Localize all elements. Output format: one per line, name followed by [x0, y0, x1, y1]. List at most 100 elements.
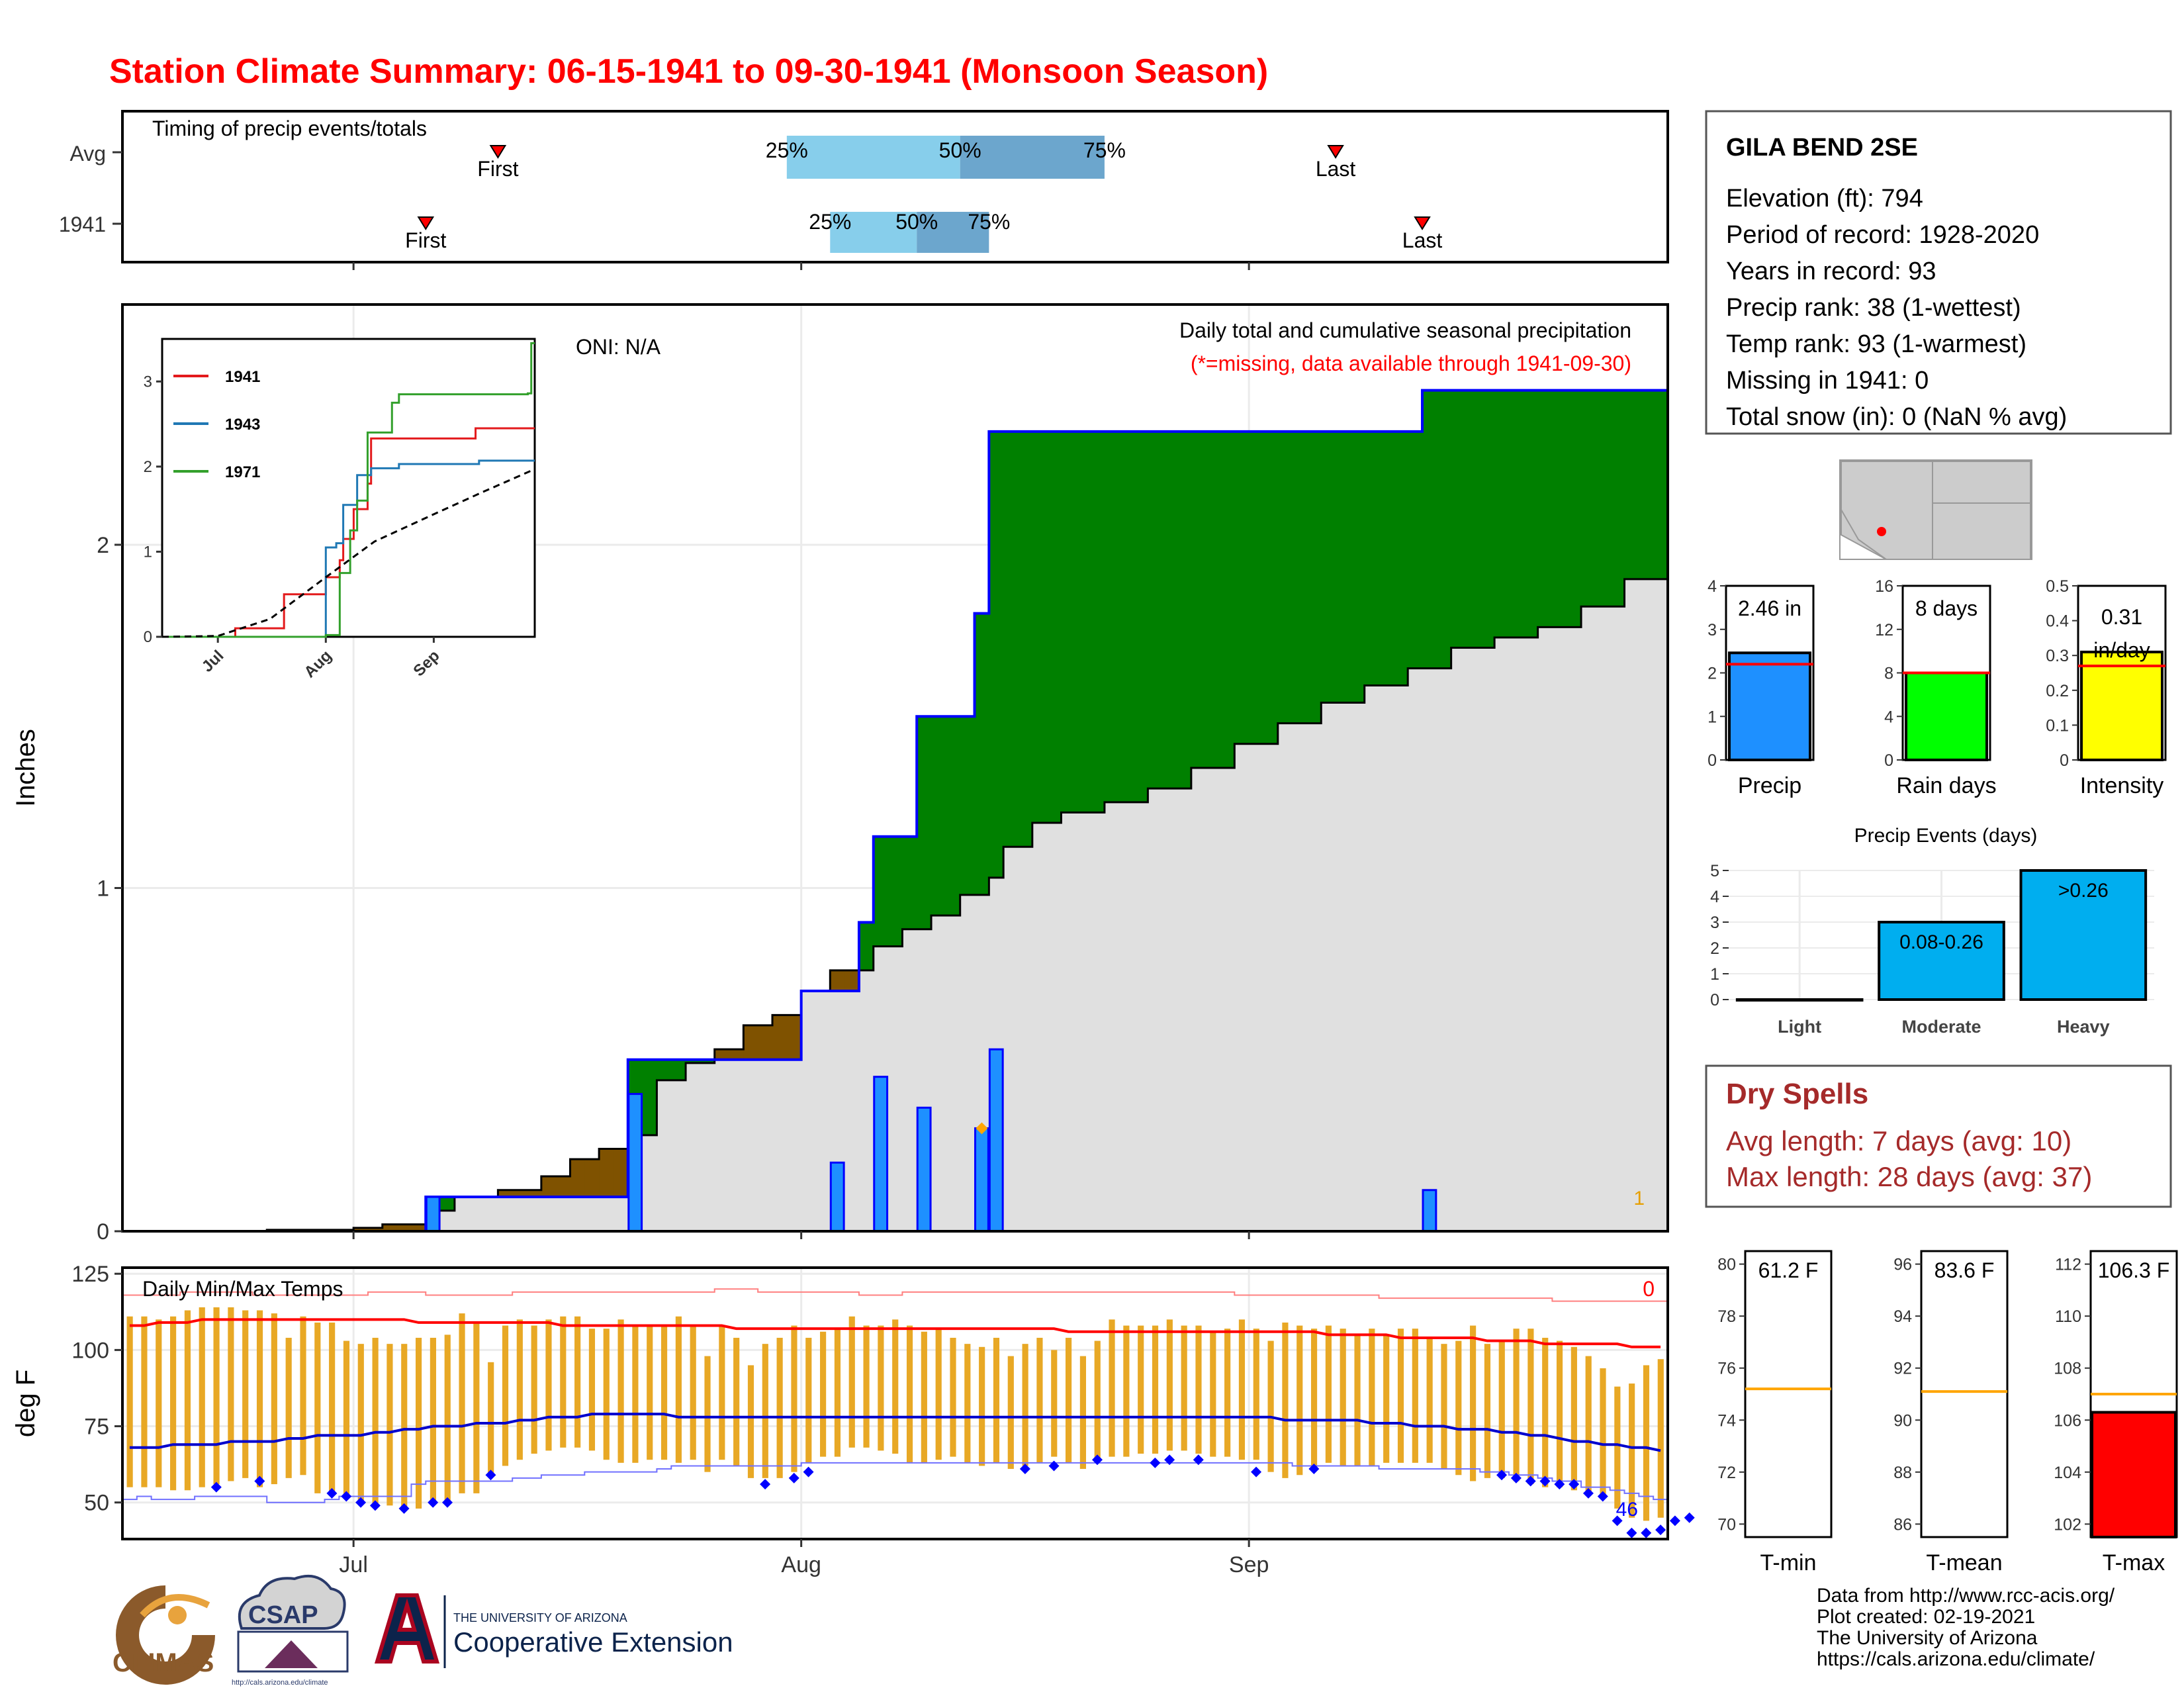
summary-y-tick-label: 0	[2060, 751, 2069, 770]
footer-line: The University of Arizona	[1817, 1627, 2038, 1649]
inset-y-tick-label: 2	[144, 458, 152, 476]
below-normal-min-marker	[1684, 1512, 1695, 1523]
below-normal-min-marker	[1612, 1515, 1623, 1526]
footer-line: Data from http://www.rcc-acis.org/	[1817, 1585, 2115, 1607]
inset-y-tick-label: 0	[144, 628, 152, 646]
above-average-area	[1263, 431, 1279, 744]
station-info-frame	[1705, 110, 2172, 435]
summary-value-bar	[2080, 650, 2163, 761]
x-tick-label: Aug	[781, 1552, 821, 1577]
date-x-axis: Jul Aug Sep	[339, 262, 1269, 1577]
avg-cumulative-fill	[1104, 802, 1120, 1231]
station-line: Period of record: 1928-2020	[1726, 221, 2039, 249]
inset-series-line	[162, 342, 535, 638]
below-normal-min-marker	[1525, 1476, 1536, 1487]
avg-cumulative-fill	[1292, 723, 1308, 1231]
below-average-area	[599, 1149, 614, 1197]
timing-p25-label: 25%	[809, 210, 851, 234]
timing-p75-label: 75%	[1083, 138, 1126, 162]
temp-plot	[122, 1288, 1695, 1538]
avg-cumulative-fill	[1234, 743, 1250, 1231]
summary-y-tick-label: 2	[1707, 665, 1717, 683]
avg-cumulative-fill	[671, 1080, 686, 1231]
timing-first-marker	[417, 216, 435, 230]
temp-summary-y-tick-label: 70	[1717, 1515, 1736, 1534]
above-average-area	[1277, 431, 1293, 724]
daily-temp-range-bar	[964, 1344, 971, 1463]
avg-cumulative-fill	[469, 1197, 484, 1231]
above-average-area	[1104, 431, 1120, 802]
events-bar-label: >0.26	[2058, 880, 2109, 902]
below-normal-min-marker	[1597, 1491, 1608, 1502]
below-normal-min-marker	[428, 1497, 439, 1508]
daily-temp-range-bar	[545, 1319, 552, 1451]
above-average-area	[1624, 390, 1639, 579]
events-category-label: Heavy	[2057, 1017, 2110, 1037]
daily-temp-range-bar	[588, 1329, 596, 1451]
daily-precip-bar	[974, 1127, 989, 1233]
temp-summary-value-label: 61.2 F	[1758, 1258, 1819, 1282]
daily-precip-bar	[873, 1076, 889, 1233]
summary-y-tick-label: 12	[1875, 621, 1893, 639]
daily-temp-range-bar	[1600, 1368, 1606, 1497]
daily-temp-range-bar	[1542, 1337, 1549, 1487]
csap-cloud-icon	[238, 1574, 346, 1630]
avg-cumulative-fill	[743, 1059, 758, 1231]
daily-temp-range-bar	[1426, 1337, 1433, 1463]
avg-cumulative-fill	[1263, 743, 1279, 1231]
daily-temp-range-bar	[834, 1329, 841, 1457]
timing-last-marker	[1414, 216, 1431, 230]
below-average-area	[396, 1224, 412, 1231]
above-average-area	[1220, 431, 1235, 768]
temp-panel: Daily Min/Max Temps 0 46 deg F 50 75 100 12…	[11, 1262, 1695, 1540]
avg-cumulative-fill	[541, 1197, 557, 1231]
daily-temp-range-bar	[1556, 1340, 1563, 1487]
avg-cumulative-fill	[1364, 685, 1380, 1231]
below-normal-min-marker	[1669, 1515, 1680, 1526]
below-normal-min-marker	[485, 1470, 496, 1481]
daily-temp-range-bar	[1007, 1356, 1014, 1470]
csap-logo-text: CSAP	[248, 1601, 318, 1629]
daily-precip-bar	[425, 1196, 441, 1233]
summary-panel-label: Rain days	[1896, 773, 1996, 798]
below-average-area	[772, 1015, 788, 1060]
summary-y-tick-label: 0.3	[2046, 647, 2069, 665]
timing-iqr-upper	[917, 212, 989, 253]
daily-temp-range-bar	[1195, 1325, 1202, 1454]
daily-temp-range-bar	[473, 1322, 480, 1493]
temp-y-tick-label: 125	[71, 1262, 109, 1287]
below-average-area	[758, 1025, 773, 1060]
precip-chart-subtitle: (*=missing, data available through 1941-…	[1191, 352, 1631, 375]
events-y-tick-label: 0	[1710, 991, 1719, 1009]
below-normal-min-marker	[1251, 1466, 1262, 1477]
above-average-area	[1595, 390, 1611, 607]
events-y-tick-label: 1	[1710, 965, 1719, 984]
daily-temp-range-bar	[1282, 1322, 1289, 1478]
below-average-area	[786, 1015, 802, 1060]
avg-cumulative-fill	[1177, 788, 1192, 1231]
daily-temp-range-bar	[1570, 1346, 1577, 1491]
daily-temp-range-bar	[776, 1337, 783, 1478]
temp-count-bottom: 46	[1616, 1499, 1638, 1521]
avg-cumulative-fill	[440, 1210, 455, 1231]
daily-temp-range-bar	[213, 1307, 220, 1485]
daily-temp-range-bar	[430, 1337, 436, 1503]
above-average-area	[960, 716, 976, 895]
daily-temp-range-bar	[1614, 1386, 1621, 1509]
avg-cumulative-fill	[887, 946, 903, 1231]
daily-temp-range-bar	[1123, 1325, 1130, 1457]
avg-cumulative-fill	[454, 1197, 470, 1231]
above-average-area	[1234, 431, 1250, 744]
summary-value-label: 8 days	[1915, 596, 1978, 620]
climas-logo-sun	[168, 1606, 187, 1624]
avg-cumulative-fill	[1480, 647, 1495, 1231]
below-normal-min-marker	[210, 1481, 222, 1493]
summary-y-tick-label: 4	[1884, 708, 1893, 726]
below-average-area	[367, 1227, 383, 1231]
avg-cumulative-fill	[700, 1062, 715, 1231]
avg-cumulative-fill	[1133, 802, 1148, 1231]
below-normal-min-marker	[254, 1476, 265, 1487]
daily-temp-range-bar	[1513, 1329, 1520, 1481]
daily-temp-range-bar	[242, 1310, 249, 1478]
daily-temp-range-bar	[560, 1316, 567, 1448]
